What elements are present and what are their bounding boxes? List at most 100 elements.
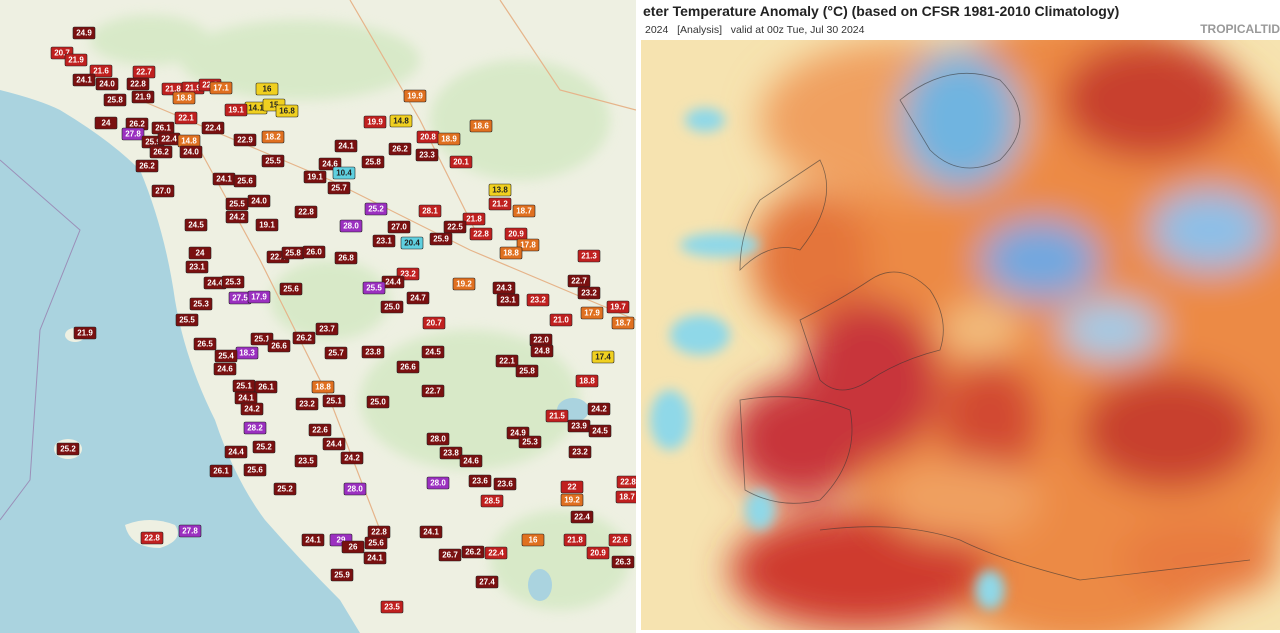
station: 28.5 <box>480 494 504 508</box>
station-box <box>343 482 367 496</box>
station-label: 21.9 <box>185 84 201 93</box>
station-label: 24.5 <box>188 221 204 230</box>
station-label: 21.8 <box>165 85 181 94</box>
station-box <box>421 345 445 359</box>
station-label: 19.9 <box>367 118 383 127</box>
station-label: 26.7 <box>442 551 458 560</box>
station-label: 23.7 <box>319 325 335 334</box>
station-box <box>495 354 519 368</box>
station-box <box>185 260 209 274</box>
station-label: 19.1 <box>228 106 244 115</box>
station-label: 23.2 <box>530 296 546 305</box>
station: 25.0 <box>366 395 390 409</box>
station-box <box>586 546 610 560</box>
station: 25.2 <box>252 440 276 454</box>
station-label: 17.4 <box>595 353 611 362</box>
station-box <box>89 64 113 78</box>
station-box <box>387 220 411 234</box>
station-box <box>72 73 96 87</box>
station-box <box>332 166 356 180</box>
station-label: 24.5 <box>425 348 441 357</box>
station-label: 24.1 <box>238 394 254 403</box>
station-box <box>363 115 387 129</box>
station: 14.8 <box>389 114 413 128</box>
station: 24.1 <box>212 172 236 186</box>
station-label: 18.8 <box>503 249 519 258</box>
station-label: 20.9 <box>508 230 524 239</box>
station-box <box>526 293 550 307</box>
station-label: 19.2 <box>456 280 472 289</box>
station-box <box>252 440 276 454</box>
station-box <box>389 114 413 128</box>
station: 22.4 <box>484 546 508 560</box>
station: 28.0 <box>339 219 363 233</box>
station-label: 23.2 <box>572 448 588 457</box>
station-box <box>95 77 119 91</box>
station-label: 25.2 <box>368 205 384 214</box>
station: 23.3 <box>415 148 439 162</box>
station-label: 28.0 <box>430 435 446 444</box>
station-box <box>247 194 271 208</box>
station: 18.9 <box>437 132 461 146</box>
station-label: 18.6 <box>473 122 489 131</box>
station-box <box>233 174 257 188</box>
station-label: 25.9 <box>433 235 449 244</box>
station-box <box>334 251 358 265</box>
station: 27.4 <box>475 575 499 589</box>
station-box <box>521 533 545 547</box>
station-label: 24 <box>102 119 111 128</box>
station-box <box>334 139 358 153</box>
station-label: 21.9 <box>135 93 151 102</box>
station-label: 25.3 <box>522 438 538 447</box>
station-box <box>415 148 439 162</box>
station-label: 22.8 <box>130 80 146 89</box>
station-box <box>480 494 504 508</box>
station: 25.3 <box>189 297 213 311</box>
station-box <box>302 245 326 259</box>
station: 23.2 <box>577 286 601 300</box>
station-box <box>452 277 476 291</box>
station-label: 22.6 <box>312 426 328 435</box>
station: 25.7 <box>327 181 351 195</box>
station-box <box>462 212 486 226</box>
station: 25.6 <box>243 463 267 477</box>
station-label: 18.2 <box>265 133 281 142</box>
station-label: 19.1 <box>259 221 275 230</box>
station-label: 25.5 <box>179 316 195 325</box>
station-box <box>611 555 635 569</box>
station-label: 14.8 <box>181 137 197 146</box>
station: 21.0 <box>549 313 573 327</box>
station-box <box>443 220 467 234</box>
station: 25.5 <box>175 313 199 327</box>
station-label: 23.5 <box>298 457 314 466</box>
station: 23.1 <box>496 293 520 307</box>
station: 19.7 <box>606 300 630 314</box>
station: 17.9 <box>247 290 271 304</box>
station: 28.1 <box>418 204 442 218</box>
station-label: 26.0 <box>306 248 322 257</box>
station-label: 25.3 <box>193 300 209 309</box>
station-label: 14.1 <box>248 104 264 113</box>
station-box <box>422 316 446 330</box>
station: 22.7 <box>132 65 156 79</box>
station-box <box>56 442 80 456</box>
station: 26.5 <box>193 337 217 351</box>
station-label: 24.8 <box>534 347 550 356</box>
station-label: 22.9 <box>237 136 253 145</box>
station: 21.9 <box>73 326 97 340</box>
station: 19.1 <box>255 218 279 232</box>
station: 22.7 <box>421 384 445 398</box>
station-box <box>201 121 225 135</box>
station: 19.9 <box>363 115 387 129</box>
station: 24.1 <box>334 139 358 153</box>
station: 21.9 <box>131 90 155 104</box>
station: 21.8 <box>563 533 587 547</box>
station: 23.9 <box>567 419 591 433</box>
station-label: 25.9 <box>145 138 161 147</box>
station: 23.1 <box>185 260 209 274</box>
station-label: 22.8 <box>371 528 387 537</box>
station: 25.8 <box>361 155 385 169</box>
station-box <box>396 360 420 374</box>
station-label: 26.5 <box>197 340 213 349</box>
